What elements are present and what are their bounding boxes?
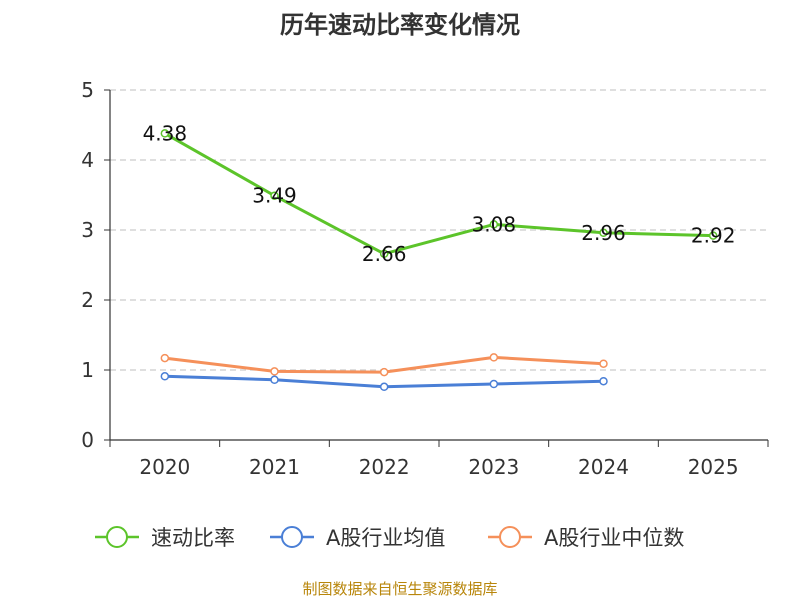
- data-point: [270, 191, 279, 200]
- legend-marker: [281, 526, 303, 548]
- x-tick-label: 2024: [578, 455, 629, 479]
- x-tick-label: 2020: [139, 455, 190, 479]
- data-point: [379, 382, 389, 392]
- data-point: [379, 249, 389, 259]
- x-tick-label: 2022: [359, 455, 410, 479]
- legend-label: 速动比率: [151, 526, 235, 550]
- data-point: [489, 379, 499, 389]
- data-label: 3.08: [472, 212, 517, 236]
- data-point: [160, 353, 170, 363]
- data-point: [708, 231, 718, 240]
- legend-marker: [499, 526, 521, 548]
- y-tick-label: 2: [81, 288, 94, 312]
- data-label: 2.66: [362, 242, 407, 266]
- legend-label: A股行业均值: [326, 526, 445, 550]
- data-point: [489, 353, 499, 362]
- data-point: [599, 376, 608, 386]
- y-tick-label: 3: [81, 218, 94, 242]
- data-label: 3.49: [252, 184, 297, 208]
- data-point: [489, 220, 499, 229]
- data-point: [599, 359, 608, 368]
- data-label: 2.96: [581, 221, 626, 245]
- x-tick-label: 2023: [468, 455, 519, 479]
- series-line-1: [164, 132, 714, 256]
- y-tick-label: 1: [81, 358, 94, 382]
- data-point: [270, 367, 279, 376]
- data-point: [599, 228, 608, 238]
- data-point: [160, 372, 170, 381]
- y-tick-label: 0: [81, 428, 94, 452]
- data-point: [160, 129, 170, 138]
- chart-title: 历年速动比率变化情况: [280, 11, 520, 39]
- data-label: 2.92: [691, 224, 736, 248]
- y-tick-label: 4: [81, 148, 94, 172]
- y-tick-label: 5: [81, 78, 94, 102]
- data-label: 4.38: [143, 121, 188, 145]
- legend-label: A股行业中位数: [544, 526, 684, 550]
- x-tick-label: 2025: [688, 455, 739, 479]
- x-tick-label: 2021: [249, 455, 300, 479]
- data-point: [270, 375, 279, 385]
- legend-marker: [106, 526, 128, 548]
- data-point: [379, 367, 389, 377]
- data-source-note: 制图数据来自恒生聚源数据库: [302, 580, 498, 598]
